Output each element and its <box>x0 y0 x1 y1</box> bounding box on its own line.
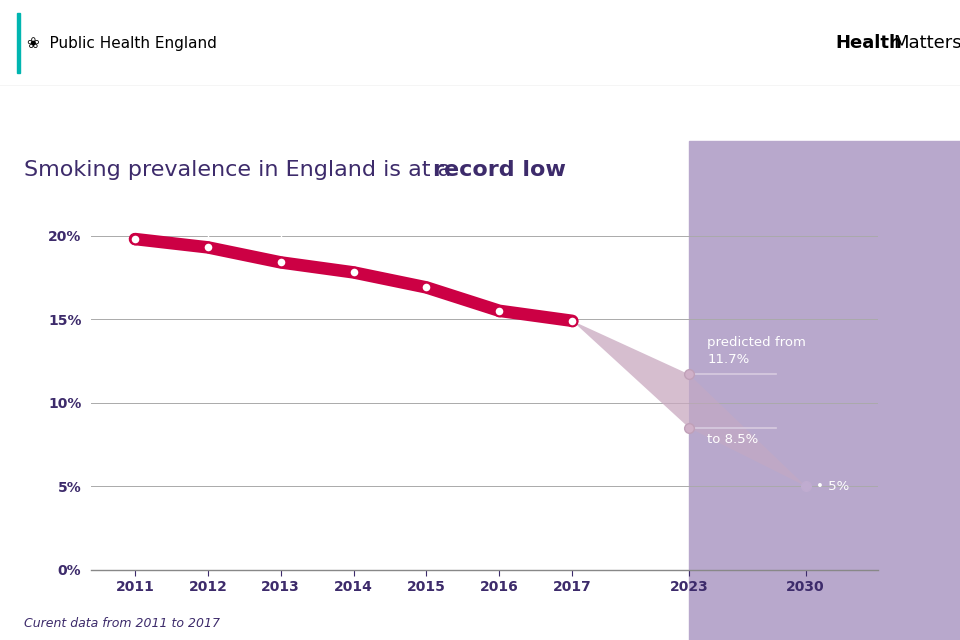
Text: 14.9%: 14.9% <box>552 283 592 296</box>
Text: • 5%: • 5% <box>816 479 850 493</box>
Text: Curent data from 2011 to 2017: Curent data from 2011 to 2017 <box>24 618 220 630</box>
Text: to 8.5%: to 8.5% <box>708 433 758 445</box>
Text: Health: Health <box>835 34 902 52</box>
Polygon shape <box>689 374 805 486</box>
Bar <box>689 141 960 640</box>
Text: England prevalence rate: England prevalence rate <box>24 100 388 127</box>
Polygon shape <box>572 321 689 428</box>
Text: record low: record low <box>433 160 565 180</box>
Text: Smoking prevalence in England is at a: Smoking prevalence in England is at a <box>24 160 458 180</box>
Text: Matters: Matters <box>893 34 960 52</box>
Bar <box>17 13 20 74</box>
Text: 19.8%: 19.8% <box>115 173 155 186</box>
Text: predicted from
11.7%: predicted from 11.7% <box>708 336 806 366</box>
Text: 15.5%: 15.5% <box>479 268 519 281</box>
Text: 18.4%: 18.4% <box>261 209 300 222</box>
Text: 16.9%: 16.9% <box>407 241 446 254</box>
Text: 19.3%: 19.3% <box>188 188 228 200</box>
Text: ❀  Public Health England: ❀ Public Health England <box>27 36 217 51</box>
Text: 17.8%: 17.8% <box>334 223 373 236</box>
